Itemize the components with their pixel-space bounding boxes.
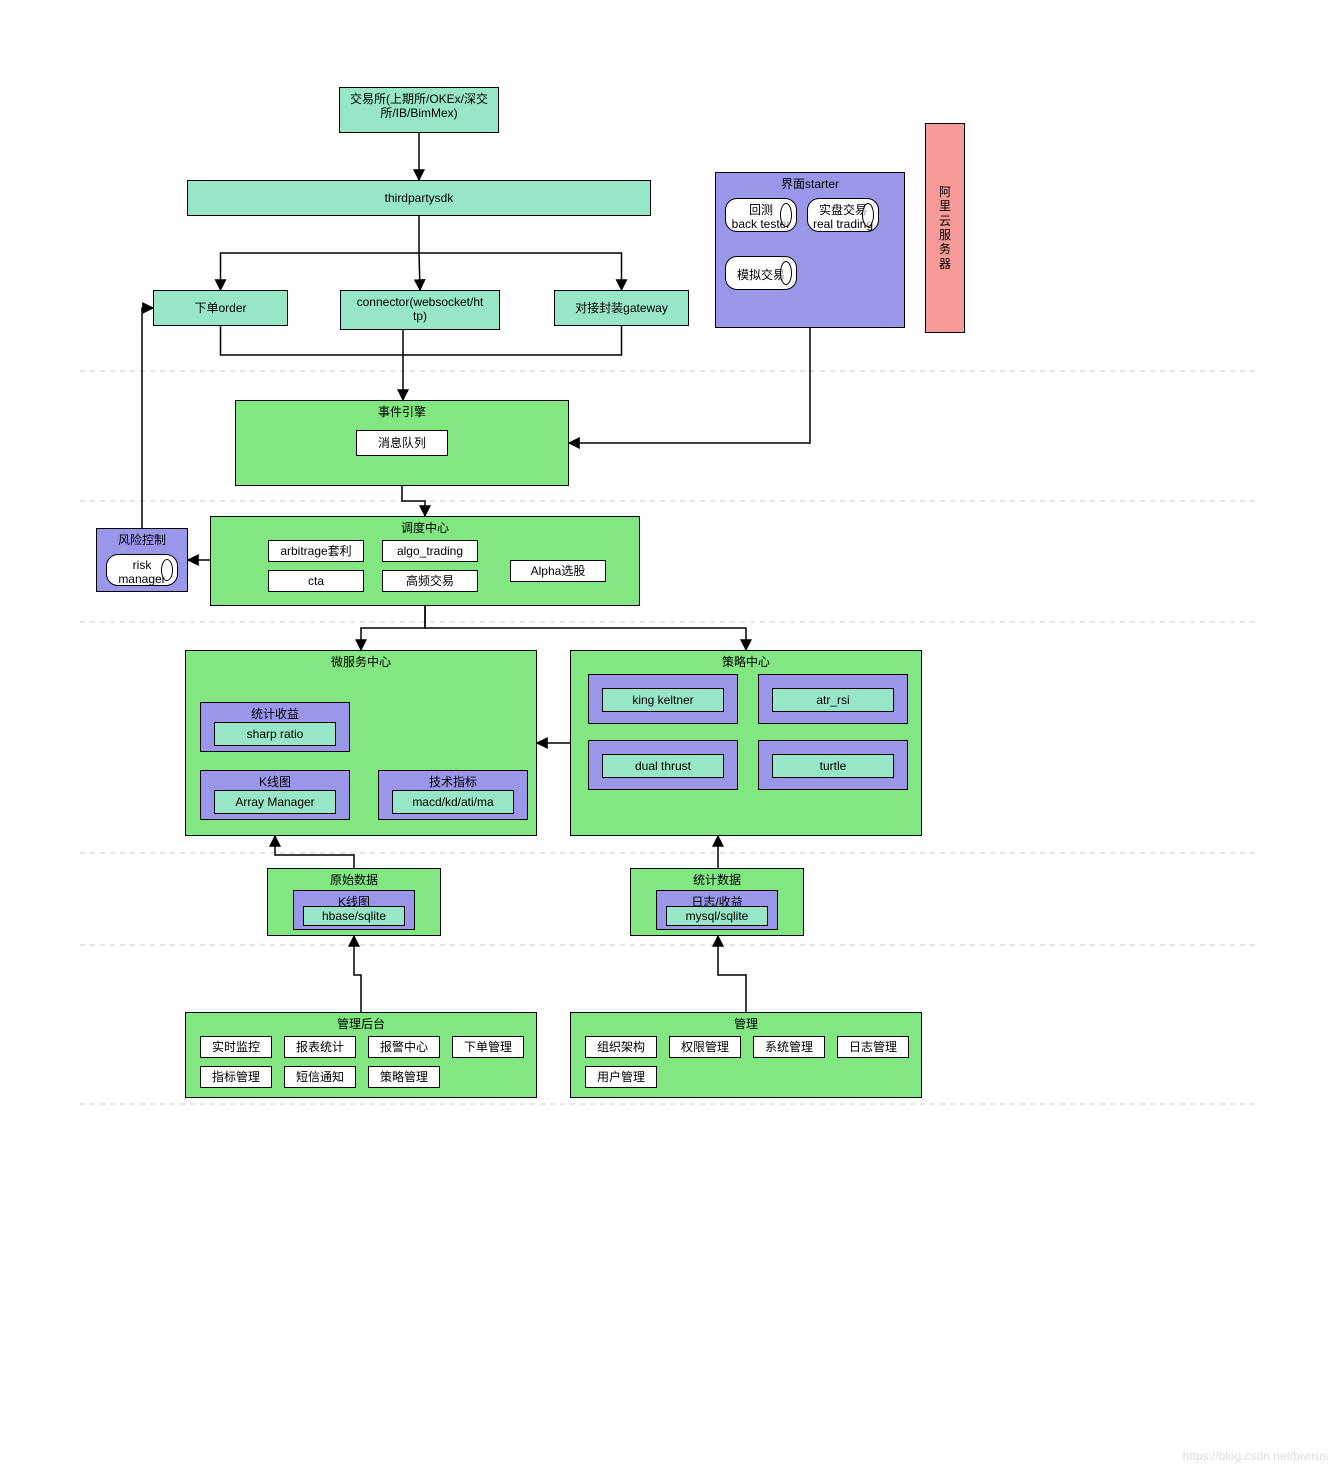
label-hbase: hbase/sqlite [304,907,404,925]
title-risk: 风险控制 [97,531,187,548]
label-realtrade: 实盘交易 real trading [813,199,873,232]
label-monitor: 实时监控 [201,1037,271,1057]
title-rawdata: 原始数据 [268,871,440,888]
node-turtle: turtle [772,754,894,778]
label-backtester: 回测 back tester [732,199,791,232]
label-usermgr: 用户管理 [586,1067,656,1087]
label-macd: macd/kd/ati/ma [393,791,513,813]
title-statdata: 统计数据 [631,871,803,888]
title-admin: 管理后台 [186,1015,536,1032]
label-dual: dual thrust [603,755,723,777]
label-gateway: 对接封装gateway [555,291,688,325]
node-indexmgr: 指标管理 [200,1066,272,1088]
label-arbitrage: arbitrage套利 [269,541,363,561]
node-realtrade: 实盘交易 real trading [807,198,879,232]
title-mgmt: 管理 [571,1015,921,1032]
title-tech: 技术指标 [379,773,527,790]
node-backtester: 回测 back tester [725,198,797,232]
node-sharp: sharp ratio [214,722,336,746]
node-starter: 界面starter [715,172,905,328]
title-eventeng: 事件引擎 [236,403,568,420]
label-indexmgr: 指标管理 [201,1067,271,1087]
node-mysql: mysql/sqlite [666,906,768,926]
label-exchange: 交易所(上期所/OKEx/深交 所/IB/BimMex) [340,88,498,121]
node-msgqueue: 消息队列 [356,430,448,456]
label-order: 下单order [154,291,287,325]
label-algo: algo_trading [383,541,477,561]
label-alpha: Alpha选股 [511,561,605,581]
label-arraymgr: Array Manager [215,791,335,813]
node-arbitrage: arbitrage套利 [268,540,364,562]
node-order: 下单order [153,290,288,326]
node-sdk: thirdpartysdk [187,180,651,216]
node-cta: cta [268,570,364,592]
node-algo: algo_trading [382,540,478,562]
node-auth: 权限管理 [669,1036,741,1058]
label-hft: 高频交易 [383,571,477,591]
title-stats: 统计收益 [201,705,349,722]
node-usermgr: 用户管理 [585,1066,657,1088]
title-kline: K线图 [201,773,349,790]
title-microsvc: 微服务中心 [186,653,536,670]
node-ordermgr: 下单管理 [452,1036,524,1058]
node-macd: macd/kd/ati/ma [392,790,514,814]
label-report: 报表统计 [285,1037,355,1057]
node-org: 组织架构 [585,1036,657,1058]
label-logmgr: 日志管理 [838,1037,908,1057]
label-stratmgr: 策略管理 [369,1067,439,1087]
label-atr: atr_rsi [773,689,893,711]
label-ordermgr: 下单管理 [453,1037,523,1057]
label-sharp: sharp ratio [215,723,335,745]
label-cta: cta [269,571,363,591]
node-exchange: 交易所(上期所/OKEx/深交 所/IB/BimMex) [339,87,499,133]
node-alpha: Alpha选股 [510,560,606,582]
label-aliyun: 阿 里 云 服 务 器 [926,124,964,332]
node-monitor: 实时监控 [200,1036,272,1058]
watermark: https://blog.csdn.net/bivirus [1183,1449,1328,1463]
label-alarm: 报警中心 [369,1037,439,1057]
label-king: king keltner [603,689,723,711]
node-sys: 系统管理 [753,1036,825,1058]
label-org: 组织架构 [586,1037,656,1057]
node-dual: dual thrust [602,754,724,778]
node-gateway: 对接封装gateway [554,290,689,326]
label-sys: 系统管理 [754,1037,824,1057]
label-mysql: mysql/sqlite [667,907,767,925]
node-king: king keltner [602,688,724,712]
node-stratmgr: 策略管理 [368,1066,440,1088]
title-dispatch: 调度中心 [211,519,639,536]
label-simtrade: 模拟交易 [737,264,785,282]
node-connector: connector(websocket/ht tp) [340,290,500,330]
node-simtrade: 模拟交易 [725,256,797,290]
label-turtle: turtle [773,755,893,777]
node-report: 报表统计 [284,1036,356,1058]
node-sms: 短信通知 [284,1066,356,1088]
label-auth: 权限管理 [670,1037,740,1057]
label-sms: 短信通知 [285,1067,355,1087]
label-msgqueue: 消息队列 [357,431,447,455]
node-arraymgr: Array Manager [214,790,336,814]
node-riskmgr: risk manager [106,554,178,586]
label-connector: connector(websocket/ht tp) [341,291,499,324]
node-logmgr: 日志管理 [837,1036,909,1058]
label-sdk: thirdpartysdk [188,181,650,215]
title-starter: 界面starter [716,175,904,192]
node-hft: 高频交易 [382,570,478,592]
node-hbase: hbase/sqlite [303,906,405,926]
label-riskmgr: risk manager [118,554,165,587]
node-aliyun: 阿 里 云 服 务 器 [925,123,965,333]
node-alarm: 报警中心 [368,1036,440,1058]
node-atr: atr_rsi [772,688,894,712]
title-strategy: 策略中心 [571,653,921,670]
